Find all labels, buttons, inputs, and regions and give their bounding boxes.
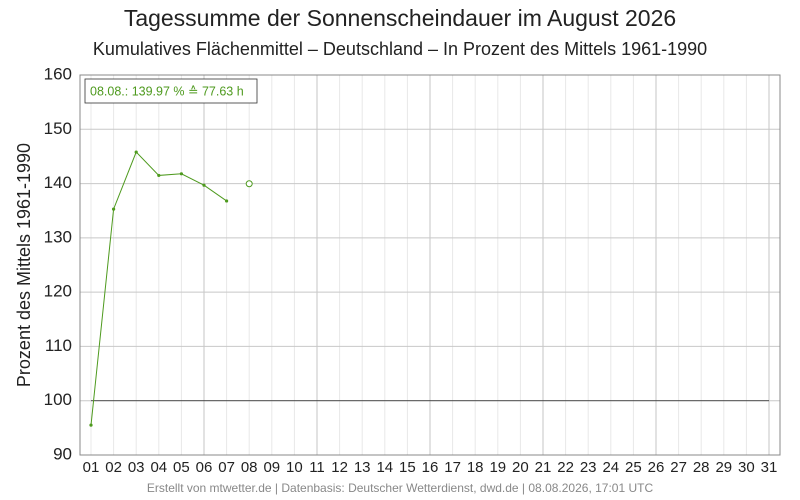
x-tick-label: 13 — [354, 459, 371, 476]
x-tick-label: 21 — [535, 459, 552, 476]
point-marker — [89, 423, 93, 427]
x-tick-label: 16 — [422, 459, 439, 476]
x-tick-label: 17 — [444, 459, 461, 476]
point-marker — [179, 172, 183, 176]
x-tick-label: 15 — [399, 459, 416, 476]
y-tick-label: 120 — [44, 282, 72, 301]
y-tick-label: 110 — [45, 336, 72, 355]
y-tick-label: 140 — [44, 173, 72, 192]
x-tick-label: 04 — [150, 459, 167, 476]
y-tick-label: 130 — [44, 227, 72, 246]
x-tick-label: 11 — [309, 459, 325, 476]
x-tick-label: 19 — [489, 459, 506, 476]
x-tick-label: 01 — [83, 459, 100, 476]
annotation-box — [84, 78, 258, 104]
y-axis-label: Prozent des Mittels 1961-1990 — [14, 143, 34, 387]
y-tick-label: 100 — [44, 390, 72, 409]
point-marker — [157, 173, 161, 178]
plot-frame — [79, 74, 781, 456]
x-tick-label: 07 — [218, 459, 235, 476]
x-tick-label: 02 — [105, 459, 122, 476]
point-marker — [245, 180, 253, 188]
x-tick-label: 09 — [263, 459, 280, 476]
x-tick-label: 05 — [173, 459, 190, 476]
footer: Erstellt von mtwetter.de | Datenbasis: D… — [147, 481, 654, 495]
point-marker — [112, 207, 116, 211]
annotation: 08.08.: 139.97 % ≙ 77.63 h — [90, 84, 244, 98]
x-tick-label: 06 — [196, 459, 213, 476]
point-marker — [134, 150, 138, 154]
x-tick-label: 10 — [286, 459, 303, 476]
chart-title: Tagessumme der Sonnenscheindauer im Augu… — [124, 5, 676, 31]
x-tick-label: 27 — [670, 459, 687, 476]
x-tick-label: 18 — [467, 459, 484, 476]
x-tick-label: 28 — [693, 459, 710, 476]
x-tick-label: 26 — [648, 459, 665, 476]
point-marker — [202, 183, 206, 187]
x-tick-label: 24 — [602, 459, 619, 476]
chart-subtitle: Kumulatives Flächenmittel – Deutschland … — [93, 39, 707, 59]
x-tick-label: 23 — [580, 459, 597, 476]
x-tick-label: 03 — [128, 459, 145, 476]
y-tick-label: 160 — [44, 64, 72, 83]
x-tick-label: 31 — [761, 459, 778, 476]
x-tick-label: 20 — [512, 459, 529, 476]
x-tick-label: 14 — [376, 459, 393, 476]
x-tick-label: 29 — [715, 459, 732, 476]
y-tick-label: 90 — [53, 444, 72, 463]
y-tick-label: 150 — [44, 119, 72, 138]
x-tick-label: 08 — [241, 459, 258, 476]
x-tick-label: 30 — [738, 459, 755, 476]
x-tick-label: 25 — [625, 459, 642, 476]
point-marker — [225, 199, 229, 203]
x-tick-label: 22 — [557, 459, 574, 476]
x-tick-label: 12 — [331, 459, 348, 476]
